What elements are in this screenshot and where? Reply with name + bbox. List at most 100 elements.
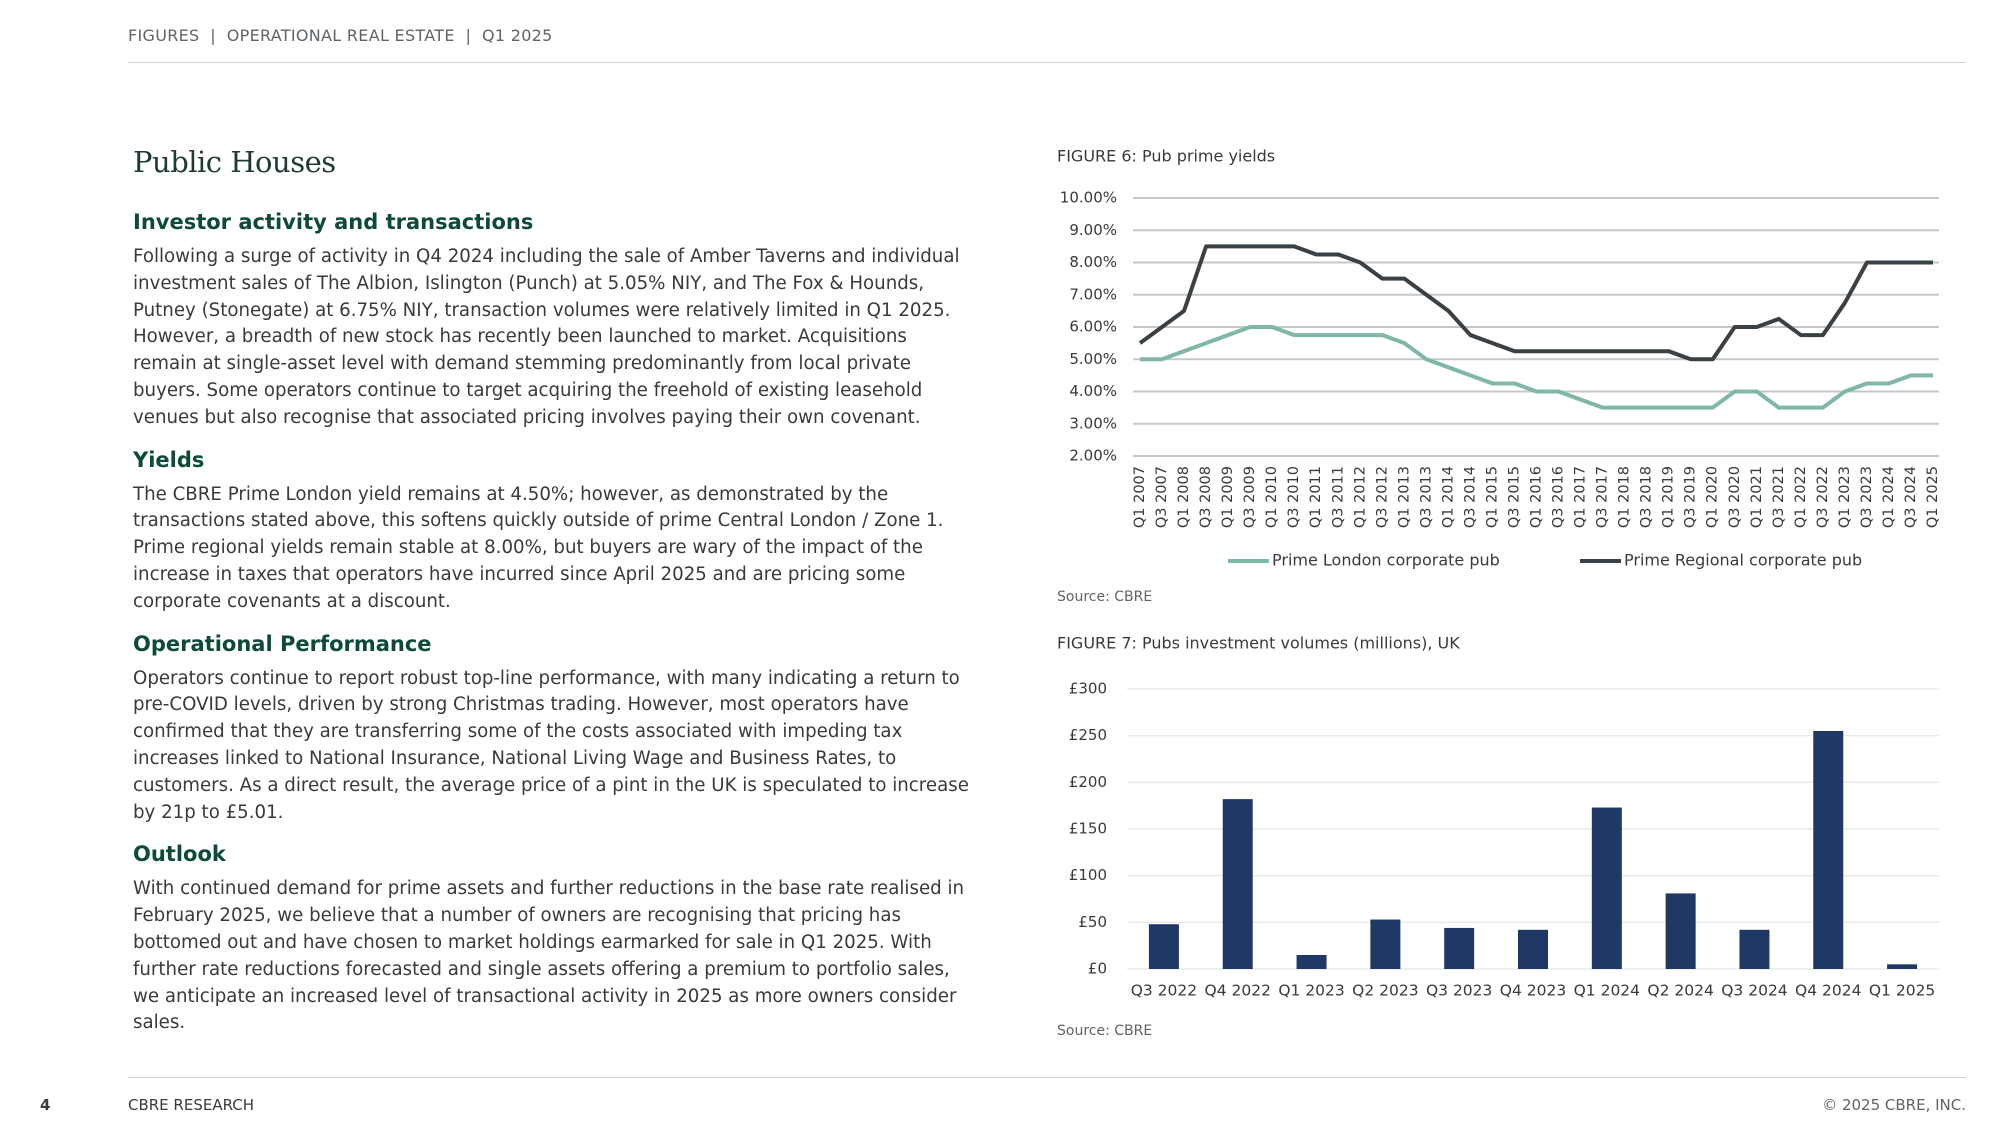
bar — [1148, 924, 1179, 969]
x-tick-label: Q3 2018 — [1639, 466, 1655, 528]
x-tick-label: Q3 2023 — [1859, 466, 1875, 528]
y-tick-label: 4.00% — [1069, 382, 1117, 400]
footer-right: © 2025 CBRE, INC. — [1822, 1096, 1966, 1114]
x-tick-label: Q2 2023 — [1352, 982, 1418, 1000]
y-tick-label: 8.00% — [1069, 253, 1117, 271]
bar — [1739, 929, 1770, 969]
x-tick-label: Q3 2010 — [1286, 466, 1302, 528]
x-tick-label: Q1 2024 — [1574, 982, 1640, 1000]
x-tick-label: Q1 2015 — [1484, 466, 1500, 528]
header-rule — [128, 62, 1966, 63]
chart-title: FIGURE 6: Pub prime yields — [1057, 147, 1275, 166]
x-tick-label: Q1 2025 — [1869, 982, 1935, 1000]
x-tick-label: Q3 2017 — [1595, 466, 1611, 528]
chart-source: Source: CBRE — [1057, 589, 1152, 605]
y-tick-label: 10.00% — [1060, 189, 1117, 207]
article-title: Public Houses — [133, 145, 336, 179]
footer-rule — [128, 1077, 1966, 1078]
x-tick-label: Q3 2013 — [1418, 466, 1434, 528]
section-body: The CBRE Prime London yield remains at 4… — [133, 483, 944, 612]
section-body: With continued demand for prime assets a… — [133, 878, 965, 1034]
x-tick-label: Q3 2022 — [1815, 466, 1831, 528]
x-tick-label: Q1 2017 — [1573, 466, 1589, 528]
y-tick-label: £100 — [1069, 866, 1107, 884]
x-tick-label: Q3 2023 — [1426, 982, 1492, 1000]
page-number: 4 — [40, 1096, 51, 1114]
x-tick-label: Q1 2022 — [1793, 466, 1809, 528]
y-tick-label: £50 — [1078, 913, 1107, 931]
bar — [1887, 964, 1918, 969]
y-tick-label: £200 — [1069, 773, 1107, 791]
series-line — [1140, 325, 1933, 410]
section-heading: Outlook — [133, 842, 226, 867]
x-tick-label: Q3 2021 — [1771, 466, 1787, 528]
x-tick-label: Q1 2023 — [1278, 982, 1344, 1000]
section-heading: Yields — [133, 447, 205, 472]
x-tick-label: Q1 2012 — [1352, 466, 1368, 528]
x-tick-label: Q3 2019 — [1683, 466, 1699, 528]
section-body: Following a surge of activity in Q4 2024… — [133, 246, 960, 428]
bar — [1296, 955, 1327, 969]
y-tick-label: £250 — [1069, 726, 1107, 744]
series-line — [1138, 244, 1933, 362]
x-tick-label: Q3 2024 — [1721, 982, 1787, 1000]
x-tick-label: Q1 2019 — [1661, 466, 1677, 528]
bar — [1444, 927, 1475, 969]
x-tick-label: Q3 2012 — [1374, 466, 1390, 528]
x-tick-label: Q3 2024 — [1903, 466, 1919, 528]
x-tick-label: Q1 2021 — [1749, 466, 1765, 528]
y-tick-label: £0 — [1088, 960, 1107, 978]
x-tick-label: Q4 2024 — [1795, 982, 1861, 1000]
x-tick-label: Q3 2009 — [1242, 466, 1258, 528]
footer-left: CBRE RESEARCH — [128, 1096, 255, 1114]
x-tick-label: Q1 2013 — [1396, 466, 1412, 528]
x-tick-label: Q1 2023 — [1837, 466, 1853, 528]
x-tick-label: Q3 2008 — [1198, 466, 1214, 528]
y-tick-label: 3.00% — [1069, 414, 1117, 432]
x-tick-label: Q2 2024 — [1647, 982, 1713, 1000]
x-tick-label: Q1 2020 — [1705, 466, 1721, 528]
y-tick-label: £150 — [1069, 820, 1107, 838]
x-tick-label: Q4 2022 — [1205, 982, 1271, 1000]
chart-title: FIGURE 7: Pubs investment volumes (milli… — [1057, 634, 1460, 653]
chart-source: Source: CBRE — [1057, 1023, 1152, 1039]
x-tick-label: Q1 2011 — [1308, 466, 1324, 528]
section-body: Operators continue to report robust top-… — [133, 667, 969, 823]
section-heading: Investor activity and transactions — [133, 210, 534, 234]
x-tick-label: Q1 2018 — [1617, 466, 1633, 528]
y-tick-label: 2.00% — [1069, 447, 1117, 465]
x-tick-label: Q1 2014 — [1440, 466, 1456, 528]
x-tick-label: Q3 2015 — [1506, 466, 1522, 528]
x-tick-label: Q1 2007 — [1132, 466, 1148, 528]
bar — [1813, 731, 1844, 969]
legend-label: Prime London corporate pub — [1272, 551, 1500, 570]
bar — [1370, 919, 1401, 969]
x-tick-label: Q3 2011 — [1330, 466, 1346, 528]
article: Investor activity and transactions Follow… — [133, 210, 973, 1053]
x-tick-label: Q1 2025 — [1925, 466, 1941, 528]
bar — [1222, 799, 1253, 969]
bar — [1591, 807, 1622, 969]
y-tick-label: 7.00% — [1069, 285, 1117, 303]
header: FIGURES | OPERATIONAL REAL ESTATE | Q1 2… — [128, 26, 553, 45]
x-tick-label: Q3 2007 — [1154, 466, 1170, 528]
legend-label: Prime Regional corporate pub — [1624, 551, 1862, 570]
x-tick-label: Q3 2020 — [1727, 466, 1743, 528]
bar — [1665, 893, 1696, 969]
x-tick-label: Q3 2022 — [1131, 982, 1197, 1000]
y-tick-label: £300 — [1069, 680, 1107, 698]
y-tick-label: 9.00% — [1069, 221, 1117, 239]
x-tick-label: Q1 2024 — [1881, 466, 1897, 528]
x-tick-label: Q4 2023 — [1500, 982, 1566, 1000]
y-tick-label: 6.00% — [1069, 318, 1117, 336]
bar — [1518, 929, 1548, 969]
section-heading: Operational Performance — [133, 631, 432, 656]
x-tick-label: Q3 2016 — [1551, 466, 1567, 528]
x-tick-label: Q1 2009 — [1220, 466, 1236, 528]
x-tick-label: Q1 2008 — [1176, 466, 1192, 528]
y-tick-label: 5.00% — [1069, 350, 1117, 368]
x-tick-label: Q3 2014 — [1462, 466, 1478, 528]
x-tick-label: Q1 2016 — [1529, 466, 1545, 528]
